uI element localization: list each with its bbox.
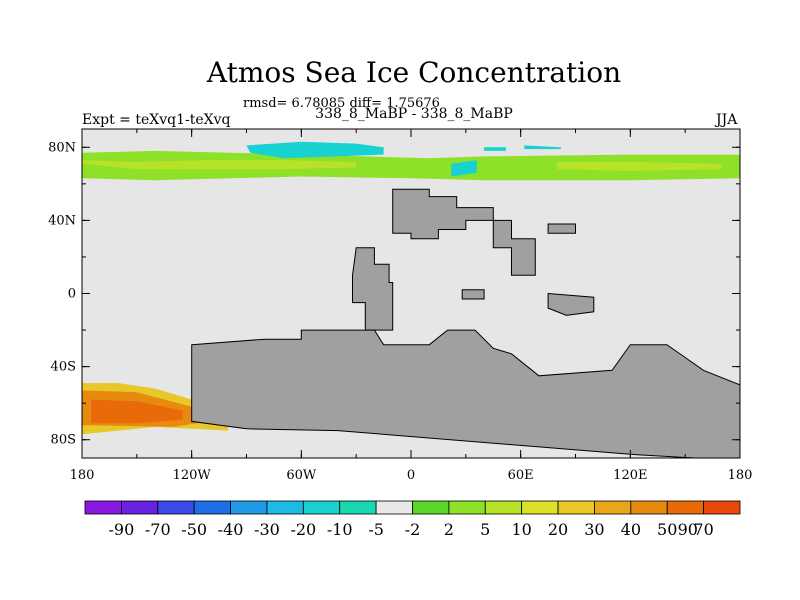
chart-title: Atmos Sea Ice Concentration [206, 56, 622, 89]
colorbar-label: 40 [621, 520, 641, 539]
colorbar-swatch [484, 500, 523, 515]
colorbar-swatch [412, 500, 450, 515]
colorbar-label: 70 [693, 520, 713, 539]
land-south-america [352, 247, 394, 331]
region-arctic-negative-1 [246, 141, 384, 159]
x-tick-label: 60E [508, 468, 534, 483]
x-tick-label: 180 [728, 468, 753, 483]
x-tick-label: 180 [70, 468, 95, 483]
colorbar-swatch [193, 500, 231, 515]
colorbar-label: -70 [145, 520, 171, 539]
region-arctic-negative-4 [524, 145, 561, 150]
map-axes: 180 120W 60W 0 60E 120E 180 80N 40N 0 40S 80S [48, 128, 753, 483]
colorbar-label: -50 [181, 520, 207, 539]
y-tick-label: 40N [48, 213, 76, 228]
colorbar-label: -90 [109, 520, 135, 539]
region-south-band-core [91, 399, 183, 424]
region-arctic-band-east-inner [557, 161, 722, 171]
y-tick-label: 80S [51, 433, 76, 448]
land-north-america [392, 188, 494, 240]
colorbar-label: 50 [657, 520, 677, 539]
colorbar-swatch [302, 500, 341, 515]
x-tick-label: 60W [286, 468, 317, 483]
region-arctic-band-inner [82, 160, 357, 170]
x-tick-label: 120E [613, 468, 647, 483]
colorbar-swatch [266, 500, 304, 515]
x-tick-label: 120W [173, 468, 212, 483]
y-tick-label: 0 [68, 287, 76, 302]
colorbar-label: -20 [290, 520, 316, 539]
period-label: 338_8_MaBP - 338_8_MaBP [315, 106, 513, 122]
region-arctic-band-outer [82, 150, 740, 181]
colorbar-swatch [230, 500, 268, 515]
region-arctic-negative-2 [451, 160, 477, 177]
colorbar-label: -30 [254, 520, 280, 539]
season-label: JJA [716, 112, 738, 128]
colorbar-label: -2 [405, 520, 421, 539]
colorbar-swatch [339, 500, 377, 515]
colorbar-label: 2 [444, 520, 454, 539]
experiment-label: Expt = teXvq1-teXvq [82, 112, 231, 128]
colorbar-swatch [666, 500, 705, 515]
land-island-3 [547, 223, 576, 234]
land-island-2 [461, 289, 485, 300]
x-tick-label: 0 [407, 468, 415, 483]
colorbar-label: 20 [548, 520, 568, 539]
land-island-1 [547, 292, 595, 316]
colorbar-swatch [157, 500, 195, 515]
colorbar-label: 5 [480, 520, 490, 539]
colorbar-swatch [630, 500, 668, 515]
colorbar-swatch [375, 500, 413, 515]
colorbar-swatch [120, 500, 159, 515]
region-arctic-negative-3 [484, 147, 506, 151]
colorbar-label: 90 [678, 520, 698, 539]
colorbar-swatch [594, 500, 632, 515]
colorbar-swatch [703, 500, 741, 515]
colorbar-swatch [448, 500, 486, 515]
colorbar-label: -10 [327, 520, 353, 539]
colorbar-label: -40 [218, 520, 244, 539]
colorbar-label: 10 [511, 520, 531, 539]
y-tick-label: 80N [48, 140, 76, 155]
colorbar-swatch [557, 500, 595, 515]
y-tick-label: 40S [51, 360, 76, 375]
colorbar-swatch [521, 500, 559, 515]
colorbar-label: -5 [368, 520, 384, 539]
colorbar-label: 30 [584, 520, 604, 539]
land-east-asia [492, 219, 536, 276]
rmsd-subtitle: rmsd= 6.78085 diff= 1.75676 [243, 96, 440, 111]
colorbar: -90 -70 -50 -40 -30 -20 -10 -5 -2 2 5 10 20 30 40 50 709… [84, 500, 741, 539]
colorbar-swatch [84, 500, 122, 515]
map-layer [82, 129, 740, 458]
